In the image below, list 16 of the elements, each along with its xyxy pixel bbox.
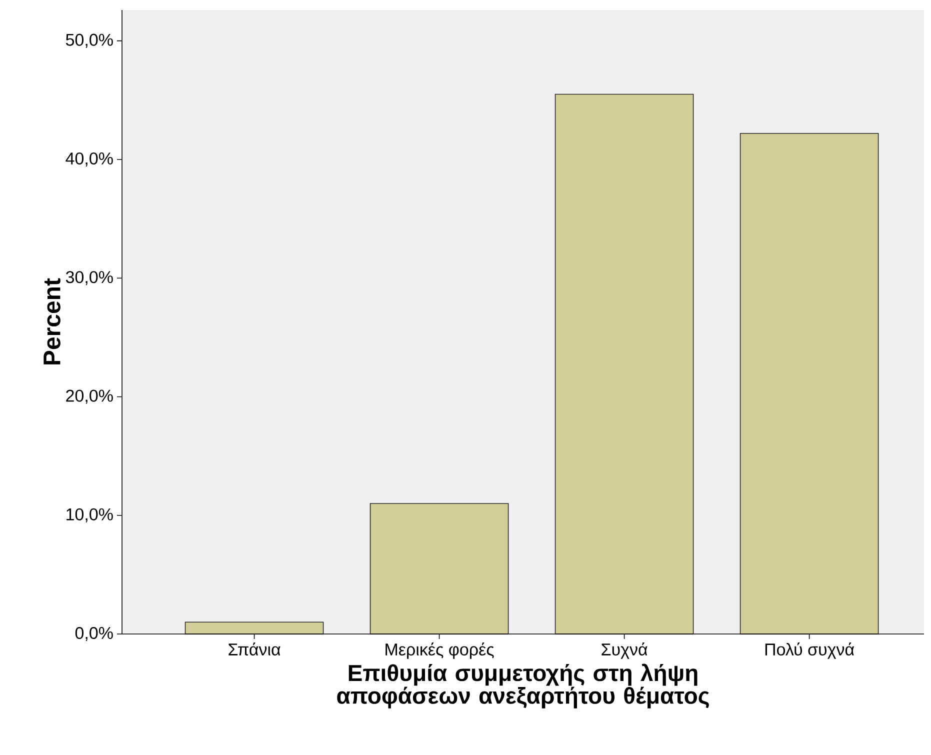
x-axis-title: Επιθυμία συμμετοχής στη λήψη αποφάσεων ανεξαρτήτου θέματος [337,664,709,708]
y-axis-title: Percent [44,278,60,364]
y-tick-label: 10,0% [66,508,113,522]
y-tick-label: 30,0% [66,271,113,286]
y-tick-label: 50,0% [66,34,113,48]
x-tick-label: Σπάνια [228,642,280,656]
bar [370,503,509,634]
bar [554,94,694,634]
x-tick-label: Συχνά [602,642,648,659]
y-tick-label: 20,0% [66,390,113,404]
x-tick-label: Μερικές φορές [386,642,494,659]
bar [740,132,879,634]
bar [184,622,324,634]
y-tick-label: 0,0% [75,626,113,642]
y-tick-label: 40,0% [66,152,113,166]
x-tick-label: Πολύ συχνά [765,642,854,659]
